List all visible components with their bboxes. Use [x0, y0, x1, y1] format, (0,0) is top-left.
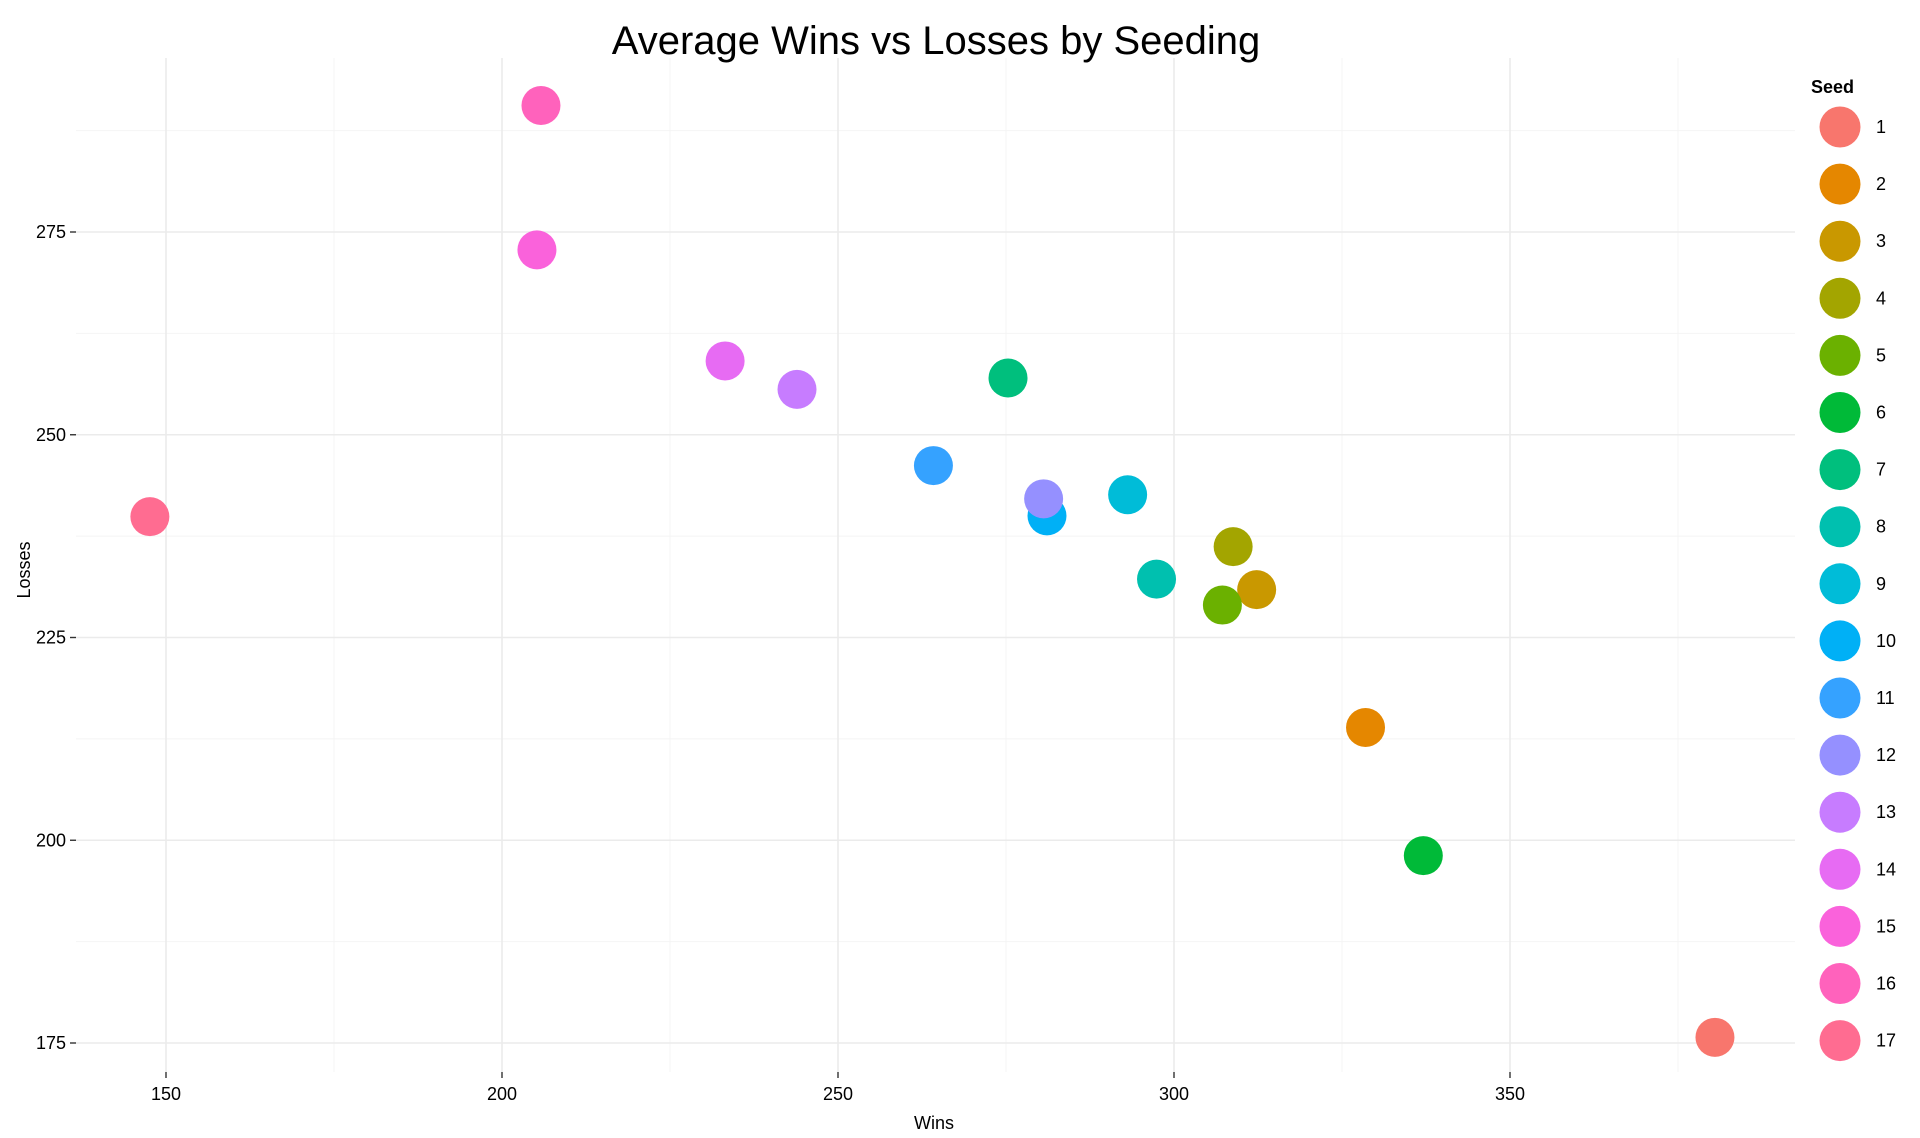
- legend-label-15: 15: [1876, 916, 1896, 936]
- point-seed-3: [1237, 570, 1277, 610]
- legend-key-8: [1819, 506, 1861, 548]
- legend-key-4: [1819, 277, 1861, 319]
- legend-label-1: 1: [1876, 117, 1886, 137]
- legend-item-5: 5: [1819, 334, 1886, 376]
- legend-key-11: [1819, 677, 1861, 719]
- point-seed-16: [521, 85, 561, 125]
- legend-label-3: 3: [1876, 231, 1886, 251]
- point-seed-11: [913, 446, 953, 486]
- legend-key-1: [1819, 106, 1861, 148]
- legend-label-6: 6: [1876, 403, 1886, 423]
- legend-label-10: 10: [1876, 631, 1896, 651]
- legend-key-15: [1819, 905, 1861, 947]
- legend-key-14: [1819, 848, 1861, 890]
- legend-item-11: 11: [1819, 677, 1895, 719]
- legend-key-7: [1819, 449, 1861, 491]
- point-seed-7: [988, 358, 1028, 398]
- x-tick-label-250: 250: [823, 1084, 853, 1104]
- legend-key-12: [1819, 734, 1861, 776]
- point-seed-2: [1346, 708, 1386, 748]
- point-seed-5: [1202, 585, 1242, 625]
- legend-item-7: 7: [1819, 449, 1886, 491]
- grid-layer: [76, 58, 1795, 1072]
- legend-item-2: 2: [1819, 163, 1886, 205]
- point-seed-4: [1213, 527, 1253, 567]
- point-seed-15: [517, 230, 557, 270]
- y-tick-label-200: 200: [36, 830, 66, 850]
- legend-label-17: 17: [1876, 1031, 1896, 1051]
- legend-item-12: 12: [1819, 734, 1896, 776]
- legend-label-2: 2: [1876, 174, 1886, 194]
- y-tick-label-175: 175: [36, 1033, 66, 1053]
- legend-item-3: 3: [1819, 220, 1886, 262]
- legend-key-16: [1819, 963, 1861, 1004]
- legend-label-11: 11: [1876, 688, 1895, 708]
- x-axis-title: Wins: [914, 1113, 954, 1133]
- legend-label-12: 12: [1876, 745, 1896, 765]
- legend-item-15: 15: [1819, 905, 1896, 947]
- point-seed-13: [777, 369, 817, 409]
- legend-label-4: 4: [1876, 288, 1886, 308]
- legend-key-5: [1819, 334, 1861, 376]
- legend-label-14: 14: [1876, 859, 1896, 879]
- legend-item-17: 17: [1819, 1020, 1896, 1062]
- legend-label-7: 7: [1876, 460, 1886, 480]
- chart-title: Average Wins vs Losses by Seeding: [612, 19, 1261, 63]
- x-tick-label-300: 300: [1159, 1084, 1189, 1104]
- legend-key-9: [1819, 563, 1861, 605]
- point-seed-17: [130, 497, 170, 537]
- legend-label-13: 13: [1876, 802, 1896, 822]
- legend-key-10: [1819, 620, 1861, 662]
- legend-item-1: 1: [1819, 106, 1886, 148]
- point-seed-14: [705, 341, 745, 381]
- point-seed-9: [1108, 475, 1148, 515]
- legend-key-2: [1819, 163, 1861, 205]
- legend-label-5: 5: [1876, 345, 1886, 365]
- point-seed-8: [1137, 559, 1177, 599]
- legend-item-9: 9: [1819, 563, 1886, 605]
- legend-label-16: 16: [1876, 974, 1896, 994]
- legend-item-16: 16: [1819, 963, 1896, 1004]
- legend-key-6: [1819, 392, 1861, 433]
- y-tick-label-275: 275: [36, 222, 66, 242]
- legend-item-4: 4: [1819, 277, 1886, 319]
- legend-item-10: 10: [1819, 620, 1896, 662]
- x-tick-label-350: 350: [1495, 1084, 1525, 1104]
- legend-key-3: [1819, 220, 1861, 262]
- legend-item-8: 8: [1819, 506, 1886, 548]
- y-axis-title: Losses: [14, 541, 34, 598]
- legend-label-9: 9: [1876, 574, 1886, 594]
- legend-key-13: [1819, 791, 1861, 833]
- legend-key-17: [1819, 1020, 1861, 1062]
- legend-item-14: 14: [1819, 848, 1896, 890]
- axis-ticks: 150 200 250 300 350 175 200 225 250 275: [36, 222, 1525, 1104]
- legend-item-6: 6: [1819, 392, 1886, 433]
- point-seed-6: [1403, 836, 1443, 876]
- y-tick-label-225: 225: [36, 628, 66, 648]
- point-seed-1: [1695, 1017, 1735, 1057]
- legend-title: Seed: [1811, 77, 1854, 97]
- x-tick-label-150: 150: [151, 1084, 181, 1104]
- x-tick-label-200: 200: [487, 1084, 517, 1104]
- y-tick-label-250: 250: [36, 425, 66, 445]
- legend-item-13: 13: [1819, 791, 1896, 833]
- legend-label-8: 8: [1876, 517, 1886, 537]
- data-points: [130, 85, 1735, 1057]
- point-seed-12: [1024, 479, 1064, 519]
